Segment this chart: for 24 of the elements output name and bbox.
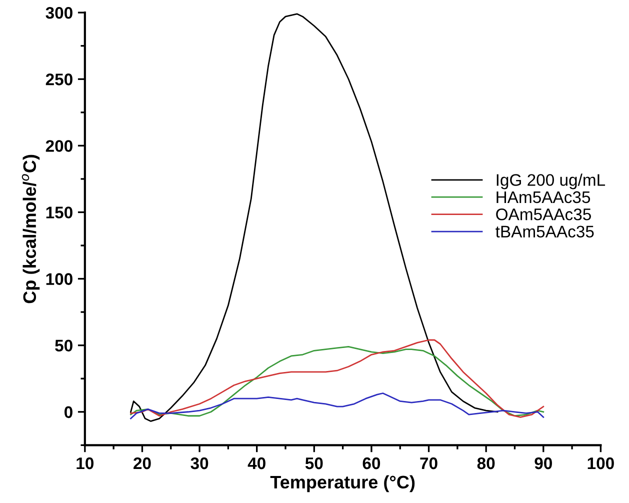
y-tick-label: 250 xyxy=(46,74,72,86)
x-tick-label: 30 xyxy=(190,457,208,470)
legend-label: IgG 200 ug/mL xyxy=(496,174,606,190)
y-axis-title: Cp (kcal/mole/$^{o}$C) xyxy=(22,154,40,304)
y-tick-label: 300 xyxy=(46,6,72,19)
x-tick-label: 100 xyxy=(588,457,614,470)
y-tick-label: 200 xyxy=(46,140,72,152)
x-tick-label: 80 xyxy=(477,457,495,470)
x-tick-label: 60 xyxy=(362,457,380,470)
y-tick-label: 100 xyxy=(46,273,72,285)
y-tick-label: 150 xyxy=(46,206,72,218)
legend-label: OAm5AAc35 xyxy=(496,208,591,220)
x-tick-label: 40 xyxy=(248,457,266,470)
legend-label: HAm5AAc35 xyxy=(496,191,590,204)
y-tick-label: 50 xyxy=(55,340,72,352)
y-tick-label: 0 xyxy=(64,406,72,418)
x-tick-label: 10 xyxy=(76,457,94,470)
x-tick-label: 70 xyxy=(420,457,438,470)
x-axis-title: Temperature (°C) xyxy=(270,475,415,492)
legend-label: tBAm5AAc35 xyxy=(496,226,594,238)
x-tick-label: 20 xyxy=(134,457,151,470)
x-tick-label: 90 xyxy=(534,457,552,470)
x-tick-label: 50 xyxy=(305,457,323,470)
line-series xyxy=(130,392,544,420)
